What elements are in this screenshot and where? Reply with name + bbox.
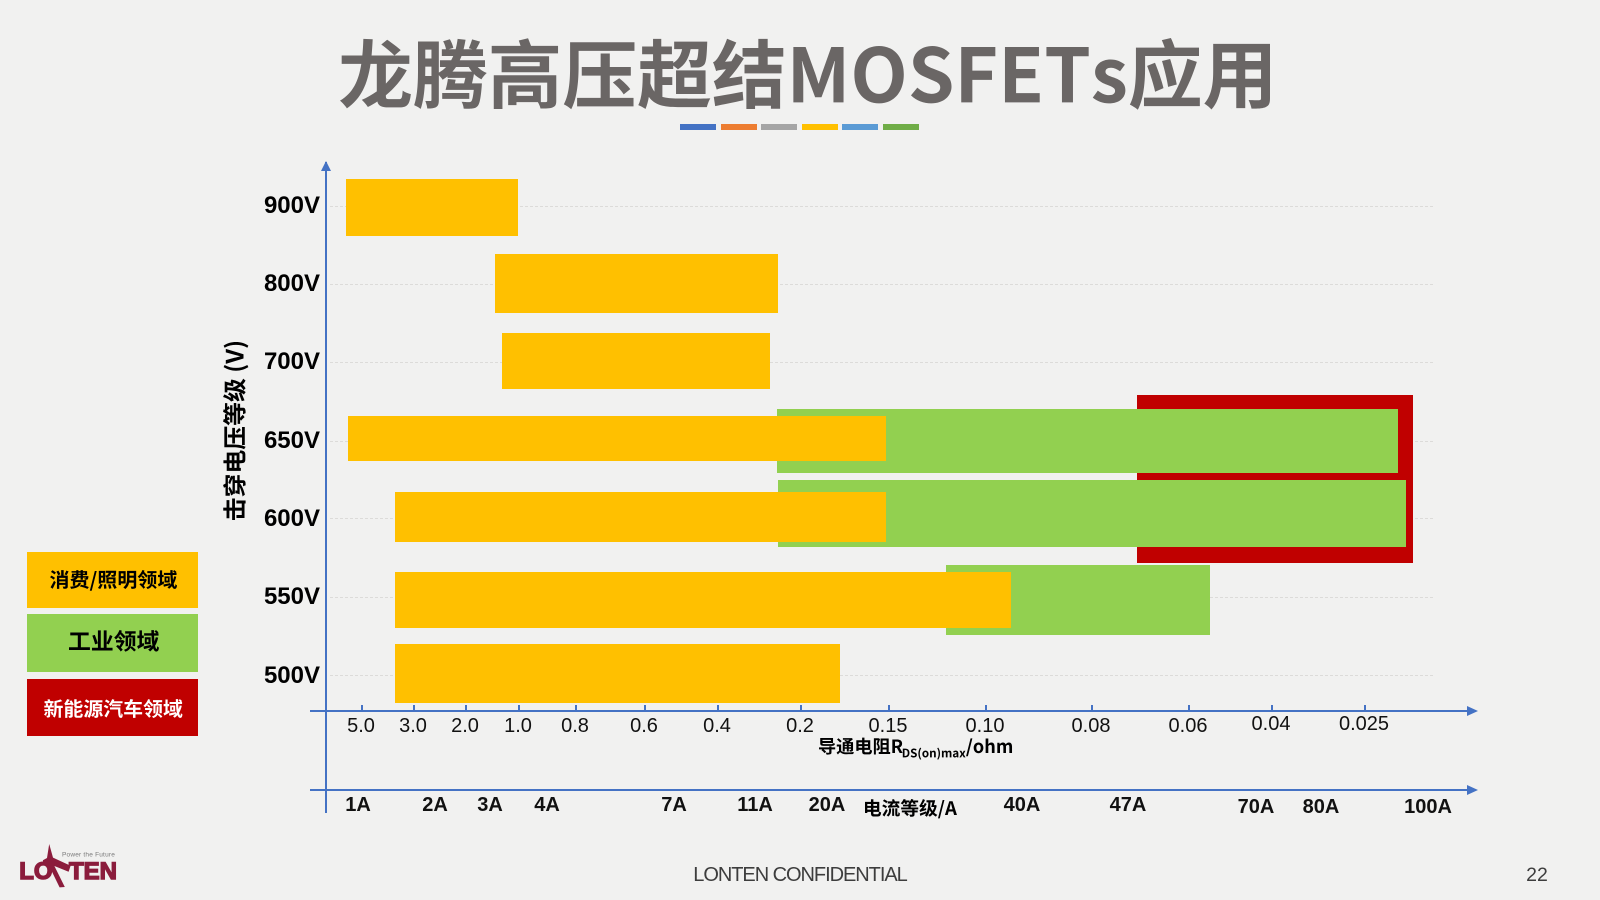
svg-text:Power the Future: Power the Future [62,852,115,859]
svg-text:TEN: TEN [69,858,117,885]
